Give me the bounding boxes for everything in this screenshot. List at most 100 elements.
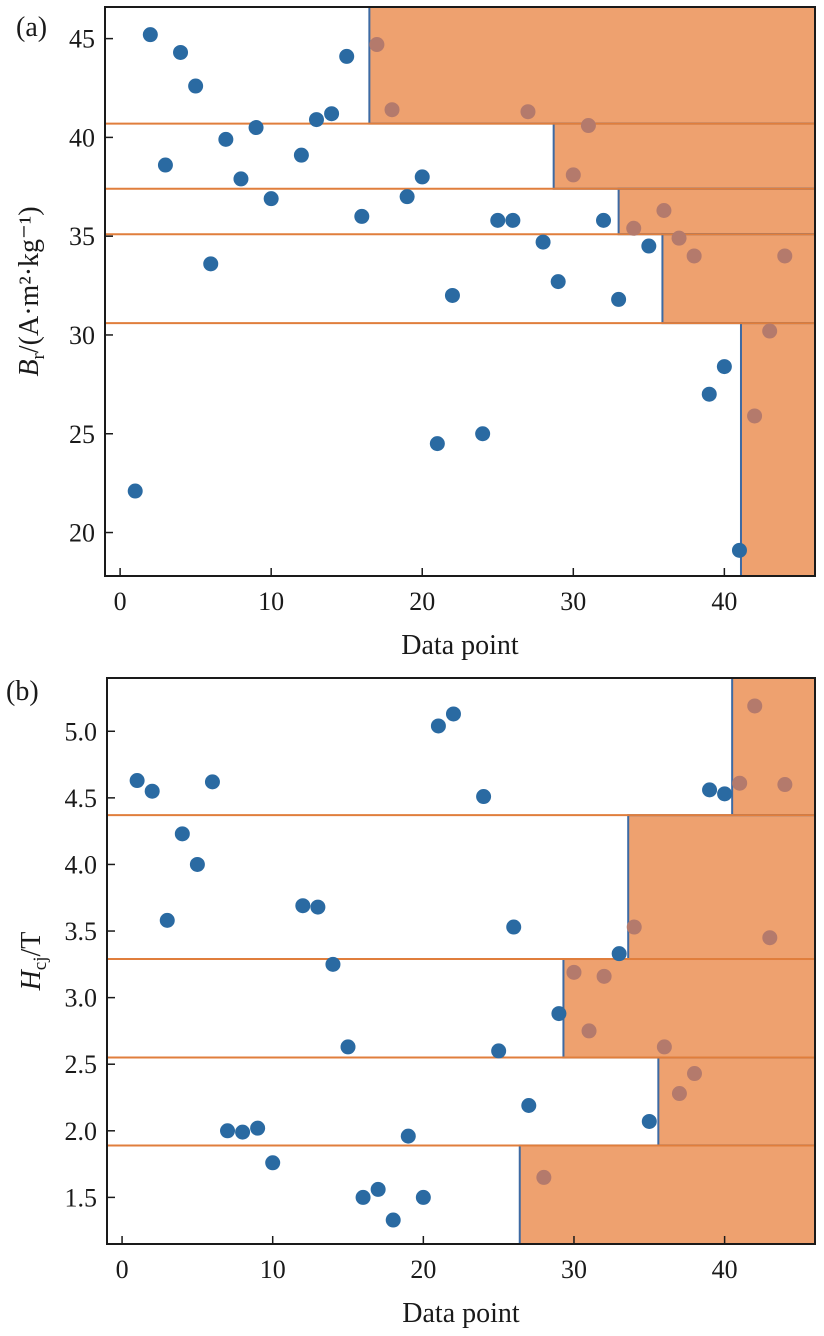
data-point	[218, 131, 234, 147]
y-tick-label: 3.5	[65, 917, 98, 946]
data-point	[354, 208, 370, 224]
data-point	[295, 898, 311, 914]
y-axis-subscript: r	[28, 352, 49, 359]
data-point	[142, 27, 158, 43]
data-point	[686, 248, 702, 264]
data-point	[596, 968, 612, 984]
threshold-lines-layer	[107, 814, 815, 1147]
data-point	[430, 718, 446, 734]
data-point	[129, 773, 145, 789]
y-tick-label: 45	[69, 25, 95, 54]
y-tick-label: 30	[69, 321, 95, 350]
panel-b-chart: 0 10 20 30 40 1.5 2.0 2.5 3.0 3.5 4.0 4.5 5.0 (b) D…	[6, 676, 817, 1329]
y-tick-label: 5.0	[65, 717, 98, 746]
data-point	[747, 698, 763, 714]
data-point	[414, 169, 430, 185]
data-point	[581, 1023, 597, 1039]
data-point	[505, 212, 521, 228]
shaded-region	[657, 1056, 817, 1147]
y-tick-label: 2.5	[65, 1050, 98, 1079]
data-point	[732, 775, 748, 791]
data-point	[265, 1155, 281, 1171]
data-point	[520, 104, 536, 120]
y-axis-ticks: 20 25 30 35 40 45	[69, 25, 113, 548]
y-axis-units: /T	[16, 932, 47, 957]
data-point	[762, 930, 778, 946]
x-tick-label: 40	[711, 587, 737, 616]
shaded-region	[617, 187, 816, 236]
data-point	[641, 238, 657, 254]
data-point	[626, 919, 642, 935]
threshold-lines-layer	[105, 122, 815, 325]
y-axis-symbol: B	[14, 359, 45, 376]
data-point	[717, 786, 733, 802]
points-layer	[129, 698, 793, 1228]
data-point	[701, 386, 717, 402]
plot-frame	[106, 677, 816, 1245]
y-tick-label: 20	[69, 519, 95, 548]
data-point	[671, 1086, 687, 1102]
data-point	[370, 1181, 386, 1197]
data-point	[189, 856, 205, 872]
data-point	[308, 112, 324, 128]
data-point	[235, 1124, 251, 1140]
data-point	[476, 789, 492, 805]
data-point	[566, 964, 582, 980]
data-point	[611, 291, 627, 307]
y-tick-label: 25	[69, 420, 95, 449]
x-tick-label: 20	[410, 1255, 436, 1284]
y-axis-subscript: cj	[30, 956, 51, 970]
x-tick-label: 0	[114, 587, 127, 616]
x-axis-title: Data point	[402, 1298, 520, 1329]
x-tick-label: 0	[116, 1255, 129, 1284]
data-point	[671, 230, 687, 246]
data-point	[777, 248, 793, 264]
y-axis-units: /(A·m²·kg⁻¹)	[14, 206, 45, 353]
data-point	[656, 1039, 672, 1055]
data-point	[656, 202, 672, 218]
data-point	[188, 78, 204, 94]
data-point	[325, 956, 341, 972]
data-point	[702, 782, 718, 798]
data-point	[339, 48, 355, 64]
x-axis-title: Data point	[401, 630, 519, 661]
x-tick-label: 10	[258, 587, 284, 616]
x-axis-ticks: 0 10 20 30 40	[114, 568, 737, 616]
x-tick-label: 20	[409, 587, 435, 616]
data-point	[475, 426, 491, 442]
data-point	[716, 359, 732, 375]
panel-a-chart: 0 10 20 30 40 20 25 30 35 40 45 (a) Data point Br…	[14, 6, 816, 661]
data-point	[580, 118, 596, 134]
x-tick-label: 30	[560, 587, 586, 616]
data-point	[777, 777, 793, 793]
data-point	[248, 120, 264, 136]
data-point	[611, 946, 627, 962]
data-point	[565, 167, 581, 183]
plot-frame	[104, 6, 816, 577]
data-point	[429, 436, 445, 452]
shaded-region	[731, 677, 816, 817]
data-point	[491, 1043, 507, 1059]
y-tick-label: 3.0	[65, 984, 98, 1013]
data-point	[536, 1169, 552, 1185]
x-tick-label: 40	[712, 1255, 738, 1284]
data-point	[641, 1113, 657, 1129]
regions-layer	[368, 6, 816, 577]
data-point	[506, 919, 522, 935]
data-point	[204, 774, 220, 790]
shaded-region	[739, 322, 816, 577]
data-point	[521, 1097, 537, 1113]
data-point	[174, 826, 190, 842]
data-point	[550, 274, 566, 290]
data-point	[490, 212, 506, 228]
data-point	[747, 408, 763, 424]
y-tick-label: 1.5	[65, 1183, 98, 1212]
x-tick-label: 30	[561, 1255, 587, 1284]
data-point	[220, 1123, 236, 1139]
y-axis-ticks: 1.5 2.0 2.5 3.0 3.5 4.0 4.5 5.0	[65, 717, 115, 1212]
data-point	[144, 783, 160, 799]
data-point	[535, 234, 551, 250]
data-point	[399, 189, 415, 205]
shaded-region	[661, 233, 816, 325]
